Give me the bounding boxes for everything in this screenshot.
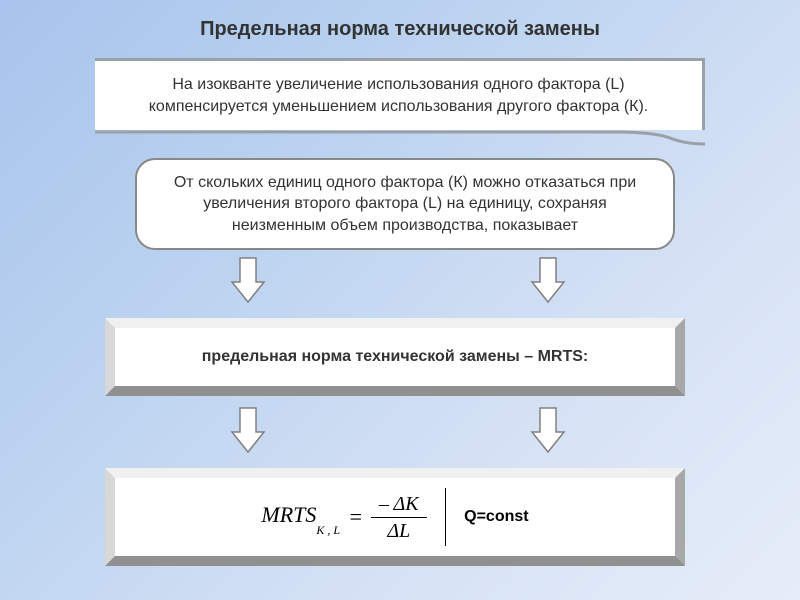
formula-denominator: ΔL: [379, 518, 418, 542]
down-arrow-icon: [530, 256, 566, 304]
formula-lhs-symbol: MRTS: [261, 502, 316, 527]
page-title: Предельная норма технической замены: [0, 18, 800, 41]
box-mrts-formula: MRTSK , L = – ΔK ΔL Q=const: [105, 468, 685, 566]
box1-text: На изокванте увеличение использования од…: [117, 74, 680, 117]
box3-text: предельная норма технической замены – MR…: [202, 348, 589, 366]
vertical-divider: [445, 488, 447, 546]
box-isoquant-statement: На изокванте увеличение использования од…: [95, 58, 705, 130]
down-arrow-icon: [530, 406, 566, 454]
down-arrow-icon: [230, 256, 266, 304]
formula: MRTSK , L = – ΔK ΔL: [261, 493, 426, 542]
box-mrts-definition: предельная норма технической замены – MR…: [105, 318, 685, 396]
formula-subscript: K , L: [316, 523, 340, 537]
box-question: От скольких единиц одного фактора (К) мо…: [135, 158, 675, 250]
formula-equals: =: [348, 504, 363, 530]
box2-text: От скольких единиц одного фактора (К) мо…: [159, 172, 651, 237]
down-arrow-icon: [230, 406, 266, 454]
formula-fraction: – ΔK ΔL: [371, 493, 427, 542]
box1-underline-curve: [95, 130, 705, 146]
q-const-label: Q=const: [464, 508, 528, 526]
formula-numerator: – ΔK: [371, 493, 427, 518]
formula-lhs: MRTSK , L: [261, 502, 340, 531]
